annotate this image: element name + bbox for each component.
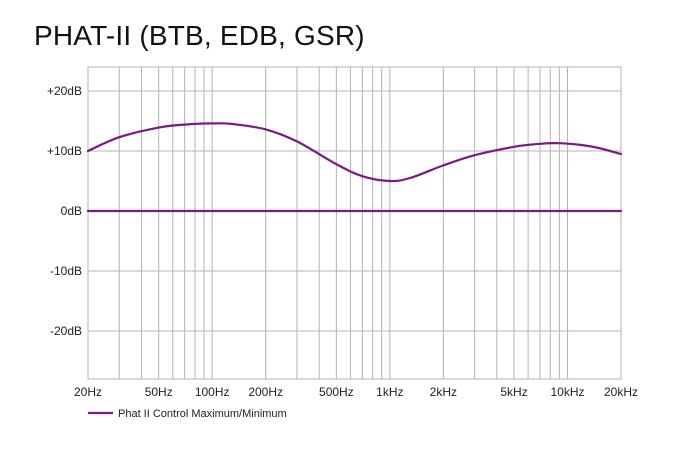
- y-tick-label: 0dB: [61, 204, 82, 218]
- y-tick-label: +10dB: [47, 144, 82, 158]
- series-lines: [86, 122, 623, 213]
- x-tick-label: 2kHz: [430, 385, 457, 399]
- x-axis-ticks: 20Hz 50Hz 100Hz 200Hz 500Hz 1kHz 2kHz 5kHz 10kHz…: [74, 385, 638, 399]
- grid-lines: [87, 66, 622, 380]
- x-tick-label: 50Hz: [145, 385, 173, 399]
- x-tick-label: 5kHz: [500, 385, 527, 399]
- control-max-curve: [86, 122, 623, 183]
- y-tick-label: -20dB: [50, 324, 82, 338]
- x-tick-label: 1kHz: [376, 385, 403, 399]
- legend: Phat II Control Maximum/Minimum: [88, 408, 287, 420]
- y-tick-label: -10dB: [50, 264, 82, 278]
- legend-label: Phat II Control Maximum/Minimum: [118, 408, 287, 420]
- plot-frame: [87, 66, 622, 380]
- x-tick-label: 20kHz: [604, 385, 638, 399]
- y-tick-label: +20dB: [47, 84, 82, 98]
- x-tick-label: 20Hz: [74, 385, 102, 399]
- x-tick-label: 100Hz: [195, 385, 230, 399]
- x-tick-label: 500Hz: [319, 385, 354, 399]
- chart-title: PHAT-II (BTB, EDB, GSR): [34, 20, 365, 51]
- x-tick-label: 10kHz: [551, 385, 585, 399]
- x-tick-label: 200Hz: [248, 385, 283, 399]
- y-axis-ticks: +20dB +10dB 0dB -10dB -20dB: [47, 84, 82, 338]
